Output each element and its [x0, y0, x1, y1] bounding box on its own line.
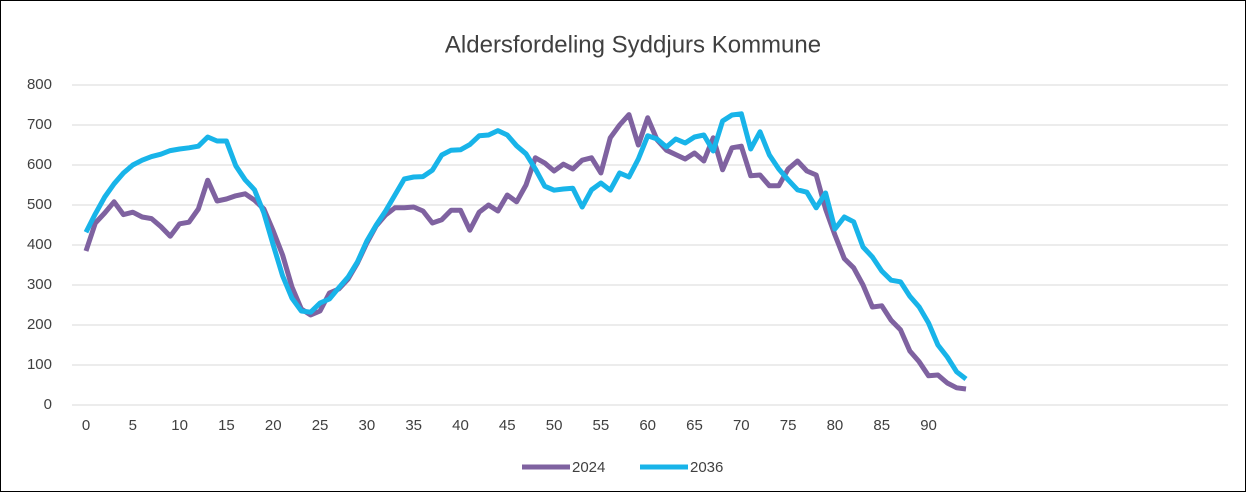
x-tick-label: 90	[920, 417, 937, 434]
x-tick-label: 30	[359, 417, 376, 434]
y-tick-label: 200	[27, 316, 52, 333]
x-tick-label: 50	[546, 417, 563, 434]
x-tick-label: 75	[780, 417, 797, 434]
x-tick-label: 85	[873, 417, 890, 434]
x-tick-label: 65	[686, 417, 703, 434]
y-tick-label: 700	[27, 116, 52, 133]
series-line	[83, 111, 968, 381]
x-tick-label: 0	[82, 417, 90, 434]
x-tick-label: 5	[129, 417, 137, 434]
x-tick-label: 35	[405, 417, 422, 434]
legend-label: 2036	[690, 459, 723, 476]
y-tick-label: 800	[27, 76, 52, 93]
x-tick-label: 80	[827, 417, 844, 434]
x-tick-label: 10	[171, 417, 188, 434]
y-tick-label: 500	[27, 196, 52, 213]
x-tick-label: 15	[218, 417, 235, 434]
x-tick-label: 55	[593, 417, 610, 434]
y-tick-label: 100	[27, 356, 52, 373]
y-tick-label: 300	[27, 276, 52, 293]
y-tick-label: 0	[44, 396, 52, 413]
x-tick-label: 20	[265, 417, 282, 434]
y-tick-label: 600	[27, 156, 52, 173]
x-tick-label: 70	[733, 417, 750, 434]
x-tick-label: 45	[499, 417, 516, 434]
x-tick-label: 25	[312, 417, 329, 434]
legend-label: 2024	[572, 459, 605, 476]
series-line	[83, 112, 967, 392]
x-tick-label: 40	[452, 417, 469, 434]
y-tick-label: 400	[27, 236, 52, 253]
x-tick-label: 60	[639, 417, 656, 434]
chart-title: Aldersfordeling Syddjurs Kommune	[445, 31, 821, 58]
